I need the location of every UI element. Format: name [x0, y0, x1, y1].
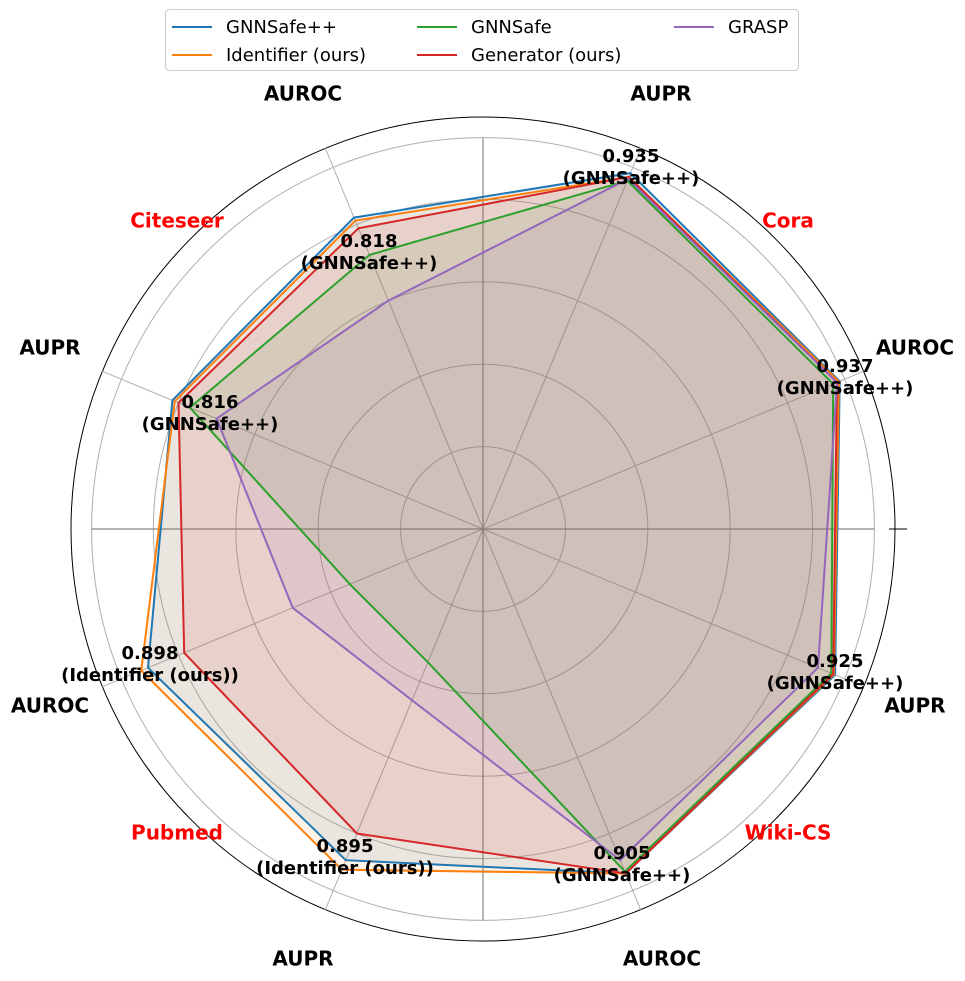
annotation: 0.937(GNNSafe++): [777, 356, 914, 399]
annotation-label: (GNNSafe++): [767, 673, 904, 694]
series-fill: [178, 176, 837, 874]
axis-label: AUPR: [19, 336, 80, 360]
legend-item-gnnsafe: GNNSafe: [417, 15, 552, 39]
annotation: 0.925(GNNSafe++): [767, 651, 904, 694]
annotation: 0.816(GNNSafe++): [142, 392, 279, 435]
annotation-label: (GNNSafe++): [563, 168, 700, 189]
annotation-label: (Identifier (ours)): [256, 858, 434, 879]
annotation-label: (GNNSafe++): [301, 253, 438, 274]
legend-label: Identifier (ours): [226, 44, 367, 66]
axis-label: AUROC: [876, 336, 954, 360]
legend-label: GNNSafe: [471, 16, 552, 38]
annotation-value: 0.816: [182, 392, 239, 413]
axis-label: AUPR: [630, 82, 691, 106]
series-line: [177, 175, 839, 875]
legend-swatch: [172, 26, 212, 28]
annotation-value: 0.905: [594, 843, 651, 864]
annotation-label: (GNNSafe++): [142, 414, 279, 435]
axis-label: AUROC: [11, 694, 89, 718]
legend-label: Generator (ours): [471, 44, 622, 66]
annotation-label: (GNNSafe++): [554, 865, 691, 886]
annotation: 0.898(Identifier (ours)): [61, 643, 239, 686]
legend-swatch: [674, 26, 714, 28]
annotation-value: 0.937: [817, 356, 874, 377]
legend-item-identifier: Identifier (ours): [172, 43, 366, 67]
axis-label: AUPR: [884, 694, 945, 718]
legend-swatch: [417, 54, 457, 56]
legend-label: GNNSafe++: [226, 16, 337, 38]
grid-spoke: [324, 148, 484, 530]
grid-spoke: [102, 370, 484, 530]
annotation-label: (Identifier (ours)): [61, 665, 239, 686]
legend-item-gnnsafe-pp: GNNSafe++: [172, 15, 337, 39]
annotation-value: 0.895: [317, 836, 374, 857]
dataset-label: Wiki-CS: [745, 821, 832, 845]
series-fill: [216, 178, 838, 861]
axis-label: AUROC: [623, 947, 701, 971]
annotation: 0.895(Identifier (ours)): [256, 836, 434, 879]
legend-item-generator: Generator (ours): [417, 43, 621, 67]
legend-label: GRASP: [728, 16, 789, 38]
grid-spoke: [482, 370, 864, 530]
axis-label: AUROC: [264, 82, 342, 106]
series-line: [188, 179, 835, 874]
axis-label: AUPR: [272, 947, 333, 971]
annotation: 0.905(GNNSafe++): [554, 843, 691, 886]
dataset-label: Citeseer: [130, 209, 224, 233]
series-line: [215, 177, 839, 862]
series-fill: [148, 173, 840, 874]
annotation: 0.818(GNNSafe++): [301, 231, 438, 274]
annotation: 0.935(GNNSafe++): [563, 146, 700, 189]
annotation-value: 0.925: [807, 651, 864, 672]
legend-swatch: [172, 54, 212, 56]
grid-spoke: [482, 148, 642, 530]
annotation-value: 0.818: [341, 231, 398, 252]
grid-spoke: [482, 528, 642, 910]
legend-item-grasp: GRASP: [674, 15, 788, 39]
series-fill: [189, 180, 834, 872]
annotation-value: 0.935: [603, 146, 660, 167]
dataset-label: Pubmed: [131, 821, 223, 845]
grid-spoke: [324, 528, 484, 910]
legend-swatch: [417, 26, 457, 28]
annotation-value: 0.898: [122, 643, 179, 664]
dataset-label: Cora: [762, 209, 814, 233]
annotation-label: (GNNSafe++): [777, 378, 914, 399]
legend: GNNSafe++ Identifier (ours) GNNSafe Gene…: [165, 9, 799, 71]
series-line: [140, 175, 840, 875]
grid-spoke: [482, 528, 864, 688]
